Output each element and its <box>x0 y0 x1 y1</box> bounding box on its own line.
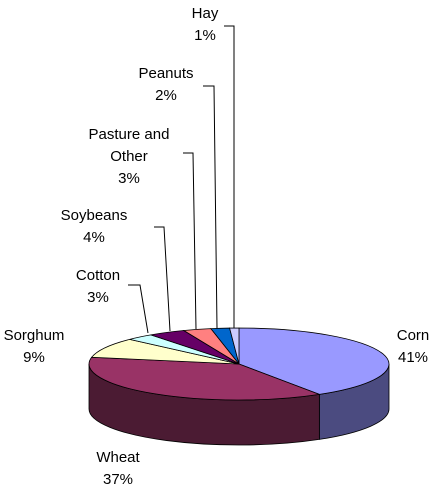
pie-slice-hay <box>229 327 240 365</box>
slice-label-sorghum: Sorghum 9% <box>4 327 65 366</box>
slice-label-cotton: Cotton 3% <box>76 267 120 306</box>
leader-lines <box>128 25 235 334</box>
leader-line-cotton <box>128 284 149 334</box>
slice-name-soybeans: Soybeans <box>61 207 128 224</box>
slice-name-hay: Hay <box>192 5 219 22</box>
slice-name-corn: Corn <box>397 327 430 344</box>
slice-labels: Corn 41% Wheat 37% Sorghum 9% Cotton 3% Soybeans… <box>4 5 430 488</box>
slice-label-wheat: Wheat 37% <box>96 449 140 488</box>
slice-percent-wheat: 37% <box>103 471 133 488</box>
leader-line-soybeans <box>154 226 171 332</box>
slice-name-wheat: Wheat <box>96 449 140 466</box>
slice-label-soybeans: Soybeans 4% <box>61 207 128 246</box>
slice-label-pasture-and: Pasture and Other 3% <box>89 126 170 187</box>
slice-label-peanuts: Peanuts 2% <box>138 65 193 104</box>
pie-sides <box>88 363 390 446</box>
slice-percent-corn: 41% <box>398 349 428 366</box>
leader-line-peanuts <box>203 85 218 329</box>
slice-label-hay: Hay 1% <box>192 5 219 44</box>
slice-percent-cotton: 3% <box>87 289 109 306</box>
slice-name-pasture-and: Pasture and <box>89 126 170 143</box>
slice-name-pasture-and: Other <box>110 148 148 165</box>
slice-label-corn: Corn 41% <box>397 327 430 366</box>
pie-slice-sorghum <box>90 338 240 365</box>
pie-tops <box>88 327 390 401</box>
slice-name-peanuts: Peanuts <box>138 65 193 82</box>
leader-line-hay <box>224 25 235 328</box>
slice-percent-pasture-and: 3% <box>118 170 140 187</box>
slice-percent-hay: 1% <box>194 27 216 44</box>
leader-line-pasture-and <box>183 152 197 330</box>
slice-name-cotton: Cotton <box>76 267 120 284</box>
slice-percent-peanuts: 2% <box>155 87 177 104</box>
slice-percent-soybeans: 4% <box>83 229 105 246</box>
slice-name-sorghum: Sorghum <box>4 327 65 344</box>
pie-slice-wheat <box>88 356 321 401</box>
slice-percent-sorghum: 9% <box>23 349 45 366</box>
